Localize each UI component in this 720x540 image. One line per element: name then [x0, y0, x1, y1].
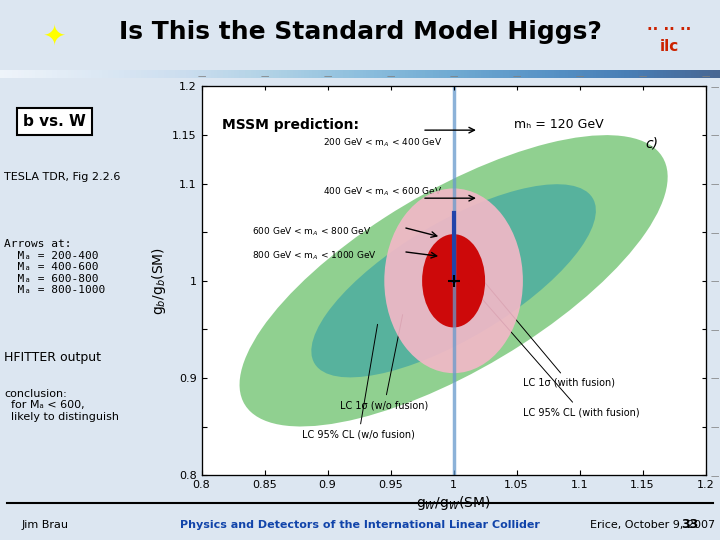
Text: c): c)	[645, 137, 658, 151]
Text: Jim Brau: Jim Brau	[22, 520, 68, 530]
Text: LC 95% CL (w/o fusion): LC 95% CL (w/o fusion)	[302, 325, 415, 440]
Ellipse shape	[422, 234, 485, 327]
Text: Is This the Standard Model Higgs?: Is This the Standard Model Higgs?	[119, 19, 601, 44]
Text: LC 1σ (with fusion): LC 1σ (with fusion)	[470, 266, 615, 388]
Text: 400 GeV < m$_A$ < 600 GeV: 400 GeV < m$_A$ < 600 GeV	[323, 185, 442, 198]
Text: LC 95% CL (with fusion): LC 95% CL (with fusion)	[468, 283, 639, 417]
Text: 800 GeV < m$_A$ < 1000 GeV: 800 GeV < m$_A$ < 1000 GeV	[252, 249, 377, 262]
Text: HFITTER output: HFITTER output	[4, 351, 101, 364]
Text: 200 GeV < m$_A$ < 400 GeV: 200 GeV < m$_A$ < 400 GeV	[323, 137, 442, 149]
Text: TESLA TDR, Fig 2.2.6: TESLA TDR, Fig 2.2.6	[4, 172, 120, 183]
Ellipse shape	[311, 184, 596, 377]
Text: 33: 33	[681, 518, 698, 531]
Text: Physics and Detectors of the International Linear Collider: Physics and Detectors of the Internation…	[180, 520, 540, 530]
Text: MSSM prediction:: MSSM prediction:	[222, 118, 359, 132]
Text: mₕ = 120 GeV: mₕ = 120 GeV	[514, 118, 603, 131]
Text: b vs. W: b vs. W	[23, 114, 86, 129]
Ellipse shape	[384, 188, 523, 373]
Text: ·· ·· ··
ilc: ·· ·· ·· ilc	[647, 22, 692, 54]
Y-axis label: g$_b$/g$_b$(SM): g$_b$/g$_b$(SM)	[150, 247, 168, 315]
Text: conclusion:
  for Mₐ < 600,
  likely to distinguish: conclusion: for Mₐ < 600, likely to dist…	[4, 389, 119, 422]
Text: Erice, October 9, 2007: Erice, October 9, 2007	[590, 520, 716, 530]
Text: ✦: ✦	[42, 23, 66, 50]
Text: 600 GeV < m$_A$ < 800 GeV: 600 GeV < m$_A$ < 800 GeV	[252, 226, 372, 239]
X-axis label: g$_W$/g$_W$(SM): g$_W$/g$_W$(SM)	[416, 494, 491, 512]
Ellipse shape	[240, 135, 667, 427]
Text: LC 1σ (w/o fusion): LC 1σ (w/o fusion)	[340, 315, 428, 410]
Text: Arrows at:
  Mₐ = 200-400
  Mₐ = 400-600
  Mₐ = 600-800
  Mₐ = 800-1000: Arrows at: Mₐ = 200-400 Mₐ = 400-600 Mₐ …	[4, 239, 105, 295]
